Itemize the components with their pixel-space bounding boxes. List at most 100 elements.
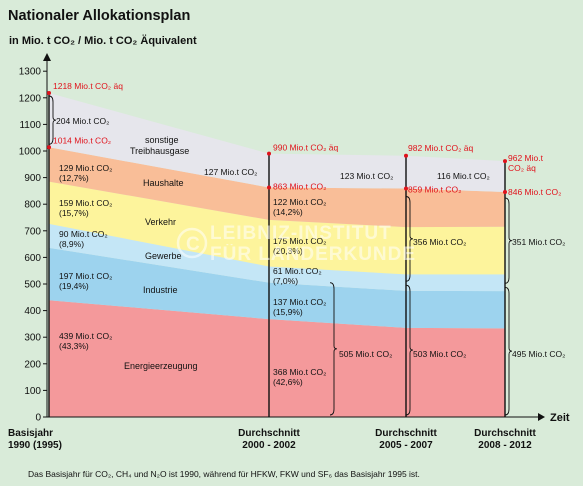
value-label: 137 Mio.t CO₂ (273, 297, 326, 307)
y-tick-label: 700 (24, 226, 41, 237)
value-label: 90 Mio.t CO₂ (59, 229, 108, 239)
series-label-verkehr: Verkehr (145, 217, 176, 227)
x-category-label: Durchschnitt (474, 428, 536, 439)
x-axis-label: Zeit (550, 412, 570, 424)
total-label: 990 Mio.t CO₂ äq (273, 143, 338, 153)
value-label: (14,2%) (273, 207, 303, 217)
value-label: (12,7%) (59, 173, 89, 183)
area-gewerbe (49, 223, 505, 292)
y-tick-label: 600 (24, 253, 41, 264)
series-label-gewerbe: Gewerbe (145, 251, 182, 261)
x-category-label: Basisjahr (8, 428, 53, 439)
x-axis-arrow (538, 413, 545, 421)
chart-title: Nationaler Allokationsplan (8, 8, 191, 24)
total-label: 1218 Mio.t CO₂ äq (53, 81, 123, 91)
value-label: (20,3%) (273, 246, 303, 256)
total-label: 962 Mio.t (508, 153, 544, 163)
series-label-sonstige: Treibhausgase (130, 146, 189, 156)
y-tick-label: 300 (24, 333, 41, 344)
y-tick-label: 0 (35, 413, 41, 424)
co2-dot (47, 145, 51, 150)
series-label-sonstige: sonstige (145, 135, 179, 145)
footnote: Das Basisjahr für CO₂, CH₄ und N₂O ist 1… (28, 469, 420, 479)
co2-total-label: 1014 Mio.t CO₂ (53, 135, 111, 145)
bracket (504, 197, 513, 284)
value-label: 129 Mio.t CO₂ (59, 163, 112, 173)
bracket (329, 282, 338, 416)
watermark-line-2: FÜR LÄNDERKUNDE (210, 244, 416, 265)
watermark-copyright-icon (176, 227, 208, 259)
bracket (504, 286, 513, 416)
value-label: (15,7%) (59, 208, 89, 218)
co2-total-label: 863 Mio.t CO₂ (273, 181, 326, 191)
chart-labels: 1218 Mio.t CO₂ äq 1014 Mio.t CO₂ 204 Mio.t… (48, 81, 565, 416)
total-label: CO₂ äq (508, 163, 536, 173)
value-label: 368 Mio.t CO₂ (273, 367, 326, 377)
series-label-haushalte: Haushalte (143, 178, 184, 188)
y-tick-label: 800 (24, 200, 41, 211)
column-markers (47, 91, 507, 417)
x-category-label: Durchschnitt (375, 428, 437, 439)
co2-dot (503, 189, 507, 194)
y-tick-label: 400 (24, 306, 41, 317)
area-energie (49, 300, 505, 417)
area-sonstige (49, 93, 505, 192)
series-label-industrie: Industrie (143, 285, 178, 295)
total-dot (47, 91, 51, 96)
value-label: 123 Mio.t CO₂ (340, 171, 393, 181)
value-label: 351 Mio.t CO₂ (512, 237, 565, 247)
value-label: (43,3%) (59, 341, 89, 351)
co2-total-label: 859 Mio.t CO₂ (408, 185, 461, 195)
value-label: 495 Mio.t CO₂ (512, 349, 565, 359)
value-label: (8,9%) (59, 239, 84, 249)
value-label: (19,4%) (59, 281, 89, 291)
co2-total-label: 846 Mio.t CO₂ (508, 187, 561, 197)
chart-axes: 0 100 200 300 400 500 600 700 800 900 1000 1100 1200… (8, 34, 570, 451)
x-category-label: 2000 - 2002 (242, 440, 296, 451)
y-tick-label: 500 (24, 280, 41, 291)
bracket (405, 284, 414, 416)
total-dot (404, 153, 408, 158)
watermark-line-1: LEIBNIZ-INSTITUT (210, 223, 392, 244)
bracket (48, 95, 57, 145)
value-label: 356 Mio.t CO₂ (413, 237, 466, 247)
value-label: 175 Mio.t CO₂ (273, 236, 326, 246)
value-label: 204 Mio.t CO₂ (56, 116, 109, 126)
area-industrie (49, 247, 505, 329)
total-dot (267, 151, 271, 156)
x-category-label: 2005 - 2007 (379, 440, 433, 451)
series-label-energie: Energieerzeugung (124, 361, 198, 371)
co2-dot (267, 185, 271, 190)
x-category-label: 2008 - 2012 (478, 440, 532, 451)
bracket (405, 196, 414, 282)
x-category-label: Durchschnitt (238, 428, 300, 439)
y-tick-label: 900 (24, 173, 41, 184)
value-label: 122 Mio.t CO₂ (273, 197, 326, 207)
value-label: 61 Mio.t CO₂ (273, 266, 322, 276)
watermark-copyright-letter: C (186, 234, 201, 255)
co2-dot (404, 186, 408, 191)
y-tick-label: 200 (24, 359, 41, 370)
value-label: (7,0%) (273, 276, 298, 286)
area-haushalte (49, 147, 505, 228)
value-label: 505 Mio.t CO₂ (339, 349, 392, 359)
y-axis-label: in Mio. t CO₂ / Mio. t CO₂ Äquivalent (9, 34, 197, 47)
y-axis-arrow (43, 53, 51, 61)
y-tick-label: 1100 (19, 120, 41, 131)
area-verkehr (49, 181, 505, 275)
value-label: 159 Mio.t CO₂ (59, 198, 112, 208)
stacked-areas (49, 93, 505, 417)
y-tick-label: 1200 (19, 93, 42, 104)
value-label: 439 Mio.t CO₂ (59, 331, 112, 341)
value-label: 197 Mio.t CO₂ (59, 271, 112, 281)
value-label: (15,9%) (273, 307, 303, 317)
y-tick-label: 100 (24, 386, 41, 397)
x-category-label: 1990 (1995) (8, 440, 62, 451)
total-label: 982 Mio.t CO₂ äq (408, 143, 473, 153)
total-dot (503, 159, 507, 164)
value-label: 503 Mio.t CO₂ (413, 349, 466, 359)
value-label: 127 Mio.t CO₂ (204, 167, 257, 177)
y-tick-label: 1000 (19, 147, 42, 158)
